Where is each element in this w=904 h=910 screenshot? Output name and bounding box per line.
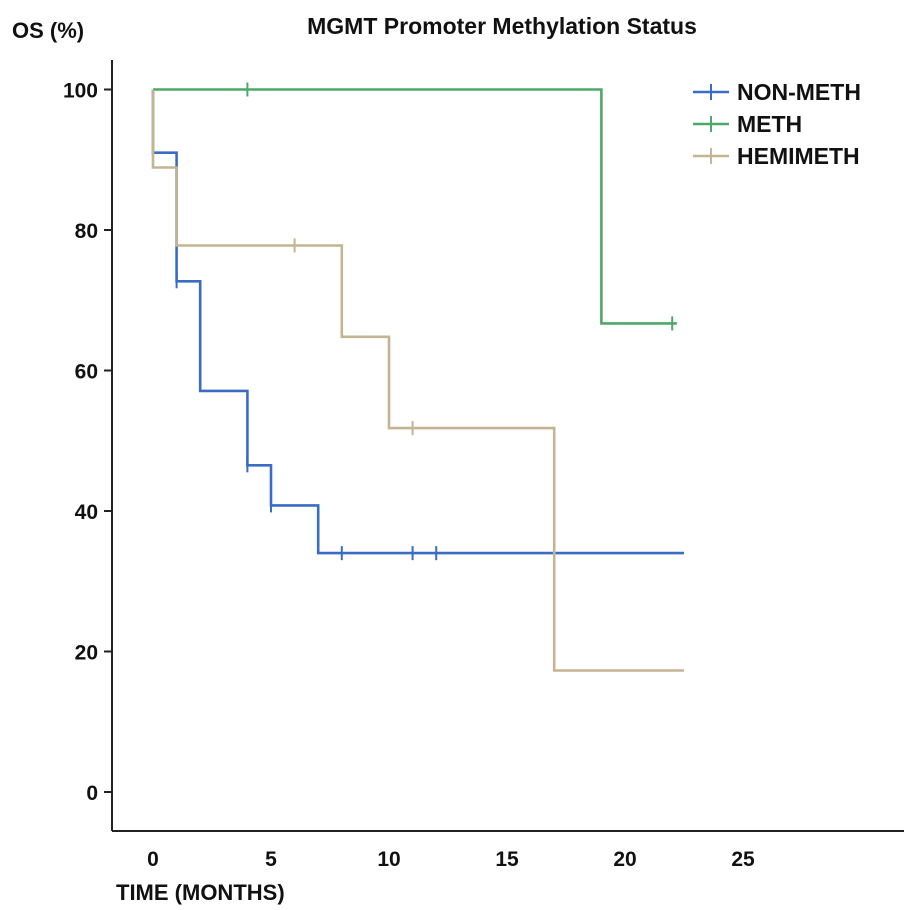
x-axis-title: TIME (MONTHS) bbox=[116, 880, 285, 905]
legend-label-meth: METH bbox=[737, 111, 802, 137]
x-tick-label: 15 bbox=[495, 848, 519, 871]
y-tick-label: 40 bbox=[75, 501, 98, 524]
survival-curves bbox=[151, 82, 684, 672]
chart-title: MGMT Promoter Methylation Status bbox=[307, 13, 697, 39]
legend-label-non-meth: NON-METH bbox=[737, 79, 861, 105]
plot-axes: 0 20 40 60 80 100 0 5 10 15 20 25 bbox=[63, 60, 904, 871]
series-line-hemimeth bbox=[151, 89, 684, 672]
y-tick-label: 100 bbox=[63, 80, 98, 103]
series-line-non-meth bbox=[151, 89, 684, 555]
y-tick-label: 20 bbox=[75, 642, 98, 665]
legend-label-hemimeth: HEMIMETH bbox=[737, 143, 860, 169]
y-tick-label: 0 bbox=[86, 782, 98, 805]
x-tick-label: 5 bbox=[265, 848, 277, 871]
legend: NON-METH METH HEMIMETH bbox=[693, 79, 861, 169]
series-line-meth bbox=[153, 88, 677, 325]
y-axis-title: OS (%) bbox=[12, 18, 84, 43]
y-tick-label: 80 bbox=[75, 220, 98, 243]
x-tick-label: 25 bbox=[731, 848, 755, 871]
x-tick-label: 20 bbox=[613, 848, 636, 871]
x-tick-label: 0 bbox=[147, 848, 159, 871]
x-tick-label: 10 bbox=[377, 848, 400, 871]
y-tick-label: 60 bbox=[75, 361, 98, 384]
